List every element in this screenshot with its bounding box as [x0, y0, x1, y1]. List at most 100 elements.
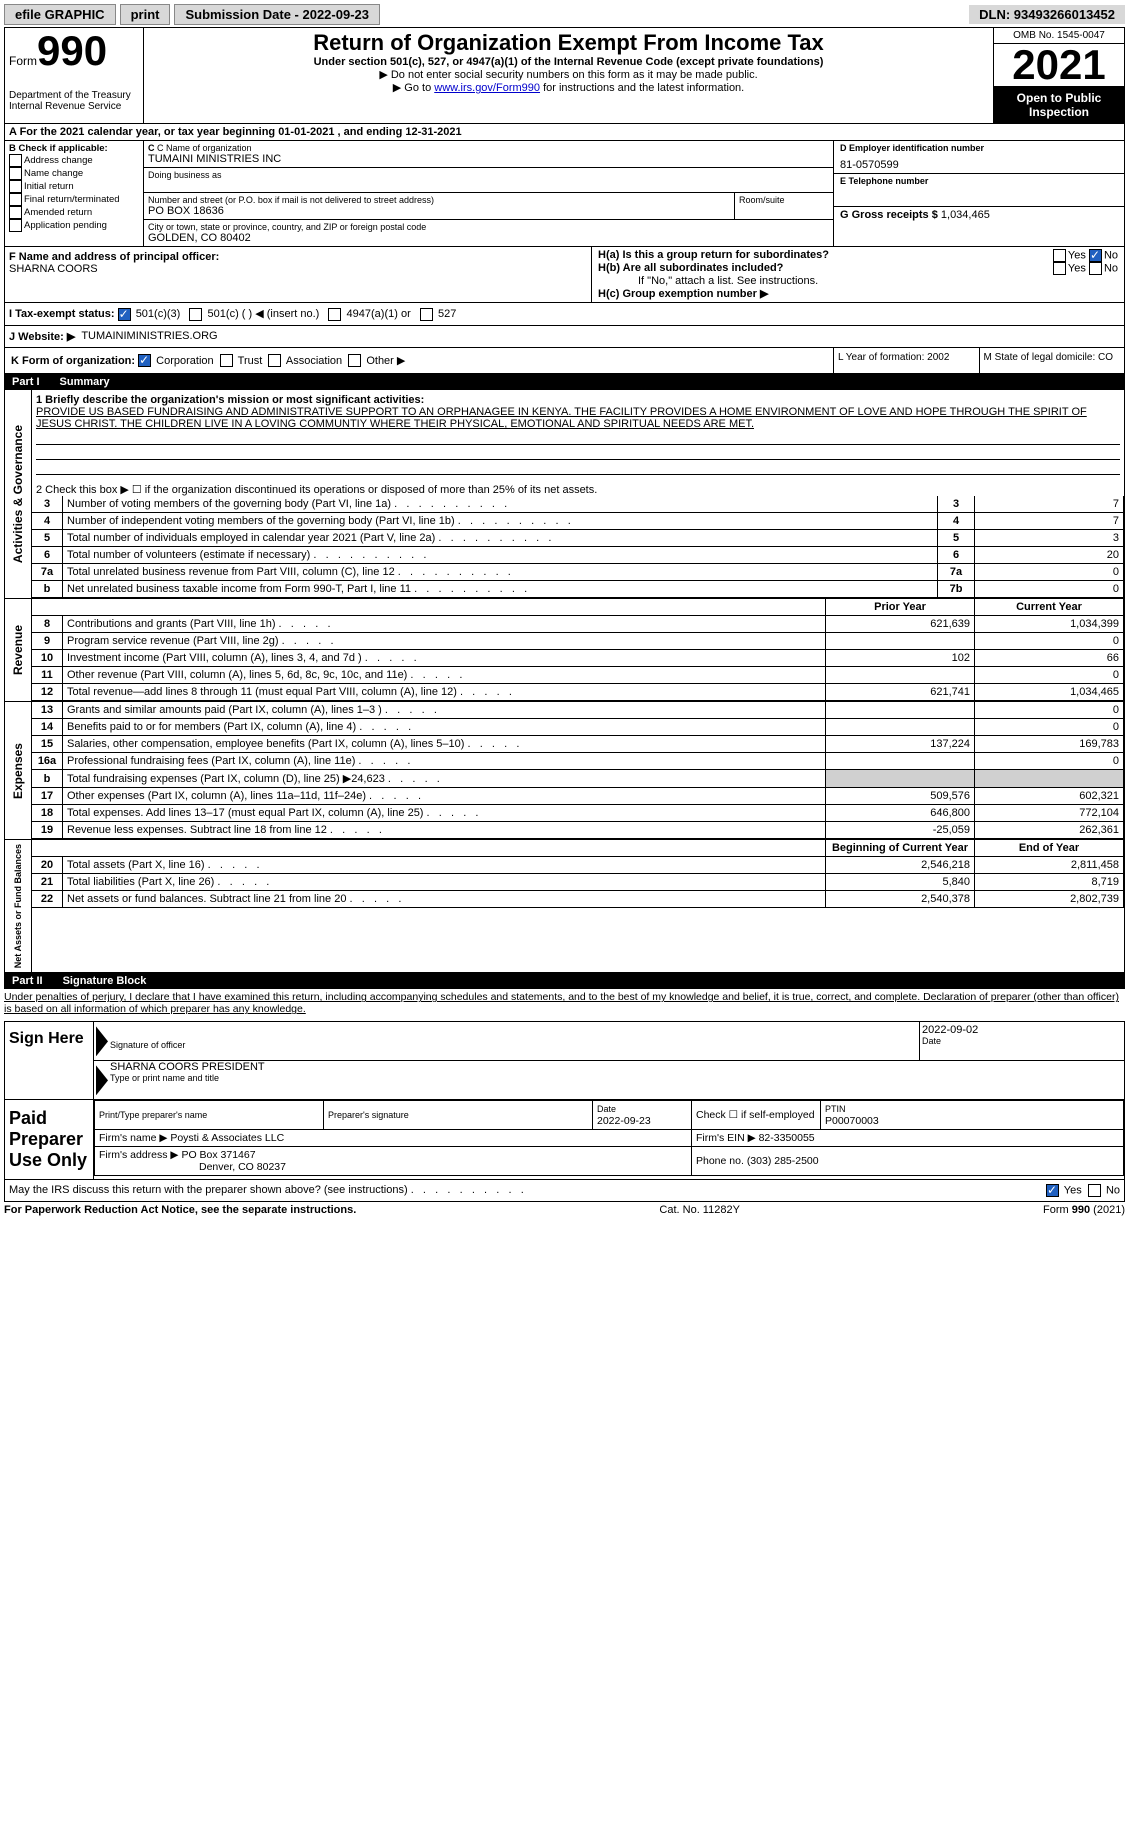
mission-label: 1 Briefly describe the organization's mi… — [36, 394, 424, 406]
cb-4947[interactable] — [328, 308, 341, 321]
ein-label: D Employer identification number — [840, 143, 1118, 153]
discuss-no[interactable] — [1088, 1184, 1101, 1197]
hb-label: H(b) Are all subordinates included? — [598, 262, 783, 274]
expense-section: Expenses 13Grants and similar amounts pa… — [4, 702, 1125, 840]
paid-preparer-block: Paid Preparer Use Only Print/Type prepar… — [4, 1100, 1125, 1180]
open-inspection: Open to Public Inspection — [994, 87, 1124, 123]
city-label: City or town, state or province, country… — [148, 222, 829, 232]
begin-year-hdr: Beginning of Current Year — [826, 840, 975, 857]
line-a: A For the 2021 calendar year, or tax yea… — [4, 124, 1125, 141]
arrow-icon — [96, 1065, 108, 1095]
ha-yes[interactable] — [1053, 249, 1066, 262]
cb-501c3[interactable] — [118, 308, 131, 321]
sig-officer-label: Signature of officer — [110, 1040, 919, 1050]
irs-link[interactable]: www.irs.gov/Form990 — [434, 82, 540, 94]
firm-name: Poysti & Associates LLC — [170, 1132, 284, 1144]
hc-label: H(c) Group exemption number ▶ — [598, 288, 768, 300]
discuss-label: May the IRS discuss this return with the… — [9, 1184, 1046, 1197]
cb-final: Final return/terminated — [9, 193, 139, 206]
part2-header: Part II Signature Block — [4, 973, 1125, 989]
f-label: F Name and address of principal officer: — [9, 251, 587, 263]
firm-city: Denver, CO 80237 — [99, 1161, 286, 1173]
ein-value: 81-0570599 — [840, 159, 1118, 171]
arrow-icon — [96, 1026, 108, 1056]
m-state: M State of legal domicile: CO — [980, 348, 1125, 374]
date-label: Date — [922, 1036, 1122, 1046]
hb-no[interactable] — [1089, 262, 1102, 275]
fg-row: F Name and address of principal officer:… — [4, 247, 1125, 303]
self-employed-check: Check ☐ if self-employed — [696, 1109, 815, 1121]
phone-value: (303) 285-2500 — [747, 1155, 819, 1167]
dept-label: Department of the Treasury — [9, 90, 139, 101]
exp-table: 13Grants and similar amounts paid (Part … — [32, 702, 1124, 839]
firm-ein-label: Firm's EIN ▶ — [696, 1132, 756, 1144]
c-name-label: C C Name of organization — [148, 143, 829, 153]
cb-527[interactable] — [420, 308, 433, 321]
ssn-note: ▶ Do not enter social security numbers o… — [148, 68, 989, 81]
ptin-value: P00070003 — [825, 1115, 879, 1127]
form-number: 990 — [37, 27, 107, 74]
part2-num: Part II — [12, 975, 43, 987]
firm-addr-label: Firm's address ▶ — [99, 1149, 179, 1161]
k-label: K Form of organization: — [11, 355, 135, 367]
footer-right: Form 990 (2021) — [1043, 1204, 1125, 1216]
paid-preparer-label: Paid Preparer Use Only — [5, 1100, 94, 1179]
sign-here-block: Sign Here Signature of officer 2022-09-0… — [4, 1021, 1125, 1100]
k-row: K Form of organization: Corporation Trus… — [4, 348, 1125, 375]
b-label: B Check if applicable: — [9, 143, 139, 154]
goto-pre: ▶ Go to — [393, 82, 434, 94]
gov-table: 3Number of voting members of the governi… — [32, 496, 1124, 598]
firm-name-label: Firm's name ▶ — [99, 1132, 167, 1144]
cb-address: Address change — [9, 154, 139, 167]
entity-block: B Check if applicable: Address change Na… — [4, 141, 1125, 247]
ha-label: H(a) Is this a group return for subordin… — [598, 249, 829, 261]
ha-no[interactable] — [1089, 249, 1102, 262]
irs-label: Internal Revenue Service — [9, 101, 139, 112]
form-header: Form990 Department of the Treasury Inter… — [4, 27, 1125, 124]
perjury-disclaimer: Under penalties of perjury, I declare th… — [4, 989, 1125, 1017]
sig-date: 2022-09-02 — [922, 1024, 1122, 1036]
org-name: TUMAINI MINISTRIES INC — [148, 153, 829, 165]
cb-amended: Amended return — [9, 206, 139, 219]
phone-label: E Telephone number — [840, 176, 1118, 186]
cb-trust[interactable] — [220, 354, 233, 367]
officer-typed-name: SHARNA COORS PRESIDENT — [110, 1061, 1124, 1073]
cb-corp[interactable] — [138, 354, 151, 367]
mission-text: PROVIDE US BASED FUNDRAISING AND ADMINIS… — [36, 406, 1120, 430]
vert-netassets: Net Assets or Fund Balances — [11, 840, 25, 972]
vert-governance: Activities & Governance — [9, 421, 27, 567]
street-label: Number and street (or P.O. box if mail i… — [148, 195, 730, 205]
part1-name: Summary — [60, 376, 110, 388]
cb-501c[interactable] — [189, 308, 202, 321]
submission-date: Submission Date - 2022-09-23 — [174, 4, 380, 25]
prep-name-label: Print/Type preparer's name — [99, 1110, 207, 1120]
efile-label: efile GRAPHIC — [4, 4, 116, 25]
type-name-label: Type or print name and title — [110, 1073, 1124, 1083]
sign-here-label: Sign Here — [5, 1022, 94, 1099]
cb-initial: Initial return — [9, 180, 139, 193]
governance-section: Activities & Governance 1 Briefly descri… — [4, 390, 1125, 599]
cb-other[interactable] — [348, 354, 361, 367]
cb-assoc[interactable] — [268, 354, 281, 367]
print-button[interactable]: print — [120, 4, 171, 25]
discuss-yes[interactable] — [1046, 1184, 1059, 1197]
part2-name: Signature Block — [63, 975, 147, 987]
l-year: L Year of formation: 2002 — [834, 348, 980, 374]
street-value: PO BOX 18636 — [148, 205, 730, 217]
gross-label: G Gross receipts $ — [840, 209, 938, 221]
vert-revenue: Revenue — [9, 621, 27, 679]
prior-year-hdr: Prior Year — [826, 599, 975, 616]
current-year-hdr: Current Year — [975, 599, 1124, 616]
cb-name: Name change — [9, 167, 139, 180]
j-label: J Website: ▶ — [9, 330, 75, 343]
form-subtitle: Under section 501(c), 527, or 4947(a)(1)… — [148, 56, 989, 68]
dln-label: DLN: 93493266013452 — [969, 5, 1125, 24]
netassets-section: Net Assets or Fund Balances Beginning of… — [4, 840, 1125, 973]
part1-header: Part I Summary — [4, 374, 1125, 390]
firm-ein: 82-3350055 — [759, 1132, 815, 1144]
website-row: J Website: ▶ TUMAINIMINISTRIES.ORG — [4, 326, 1125, 348]
hb-yes[interactable] — [1053, 262, 1066, 275]
form-title: Return of Organization Exempt From Incom… — [148, 30, 989, 56]
prep-sig-label: Preparer's signature — [328, 1110, 409, 1120]
prep-date: 2022-09-23 — [597, 1115, 651, 1127]
